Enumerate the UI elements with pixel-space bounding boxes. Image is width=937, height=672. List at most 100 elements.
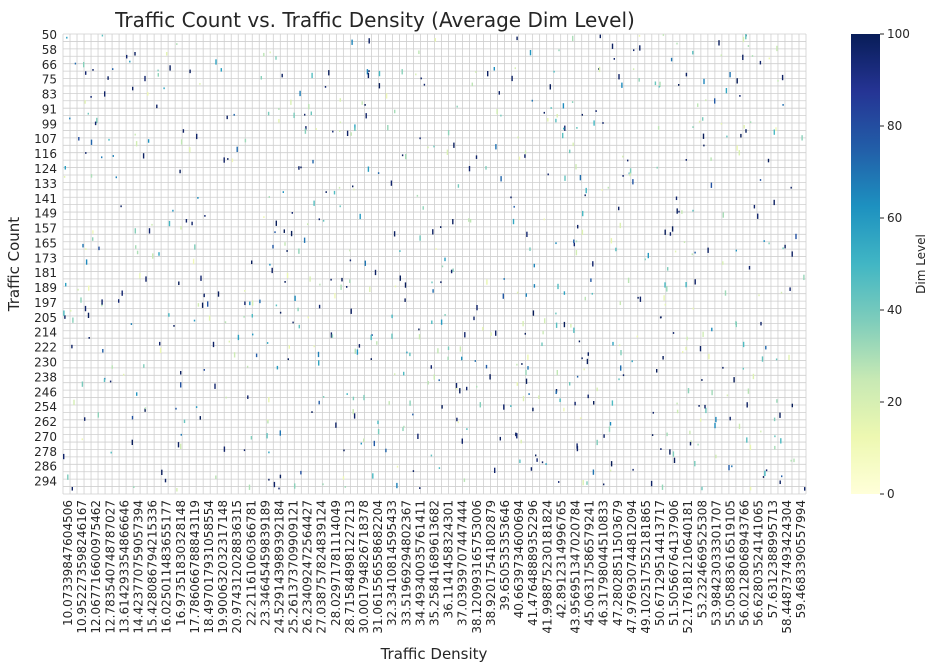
heatmap-cell — [759, 179, 762, 181]
heatmap-cell — [463, 478, 466, 482]
heatmap-cell — [742, 341, 745, 348]
heatmap-cell — [148, 228, 151, 234]
heatmap-cell — [349, 279, 351, 283]
heatmap-cell — [330, 278, 332, 281]
heatmap-cell — [300, 166, 302, 169]
heatmap-cell — [593, 120, 595, 126]
y-tick-label: 133 — [34, 177, 57, 191]
heatmap-cell — [275, 56, 277, 60]
heatmap-cell — [555, 312, 557, 315]
heatmap-cell — [292, 321, 294, 324]
heatmap-cell — [773, 129, 775, 135]
heatmap-cell — [225, 396, 227, 399]
heatmap-cell — [363, 394, 365, 401]
heatmap-cell — [590, 278, 592, 282]
heatmap-cell — [73, 399, 75, 406]
heatmap-cell — [130, 323, 133, 325]
heatmap-cell — [602, 122, 604, 124]
heatmap-cell — [430, 365, 432, 369]
heatmap-cell — [312, 159, 314, 164]
heatmap-cell — [575, 240, 578, 243]
heatmap-cell — [474, 360, 476, 362]
x-tick-label: 19.900632032317148 — [216, 500, 230, 634]
heatmap-cell — [612, 341, 614, 346]
heatmap-cell — [161, 469, 163, 476]
heatmap-cell — [520, 439, 522, 444]
x-tick-label: 52.176181210640181 — [681, 500, 695, 634]
heatmap-cell — [370, 334, 372, 341]
y-tick-label: 262 — [34, 415, 57, 429]
heatmap-cell — [63, 176, 66, 178]
heatmap-cell — [524, 154, 526, 158]
heatmap-cell — [339, 205, 341, 208]
heatmap-cell — [144, 408, 146, 412]
heatmap-cell — [515, 432, 517, 437]
heatmap-cell — [768, 242, 770, 245]
heatmap-cell — [399, 250, 401, 252]
heatmap-cell — [67, 474, 69, 480]
heatmap-cell — [522, 321, 524, 327]
heatmap-cell — [251, 260, 253, 265]
heatmap-cell — [513, 205, 515, 208]
x-tick-label: 10.07339847604506 — [61, 500, 75, 626]
heatmap-cell — [538, 395, 540, 399]
heatmap-cell — [510, 196, 512, 199]
heatmap-cell — [702, 331, 704, 338]
heatmap-cell — [358, 344, 361, 348]
heatmap-cell — [70, 309, 72, 312]
x-axis-label: Traffic Density — [380, 645, 488, 663]
heatmap-cell — [123, 373, 125, 376]
heatmap-cell — [419, 235, 421, 241]
heatmap-cell — [795, 233, 797, 240]
heatmap-cell — [608, 426, 611, 432]
heatmap-cell — [74, 62, 77, 65]
heatmap-cell — [678, 210, 680, 213]
heatmap-cell — [268, 478, 270, 481]
heatmap-cell — [670, 57, 673, 62]
heatmap-cell — [281, 73, 283, 78]
y-tick-label: 189 — [34, 281, 57, 295]
heatmap-cell — [611, 43, 614, 49]
heatmap-cell — [307, 316, 309, 319]
heatmap-cell — [629, 168, 632, 174]
heatmap-cell — [592, 469, 595, 475]
heatmap-cell — [354, 127, 356, 132]
heatmap-cell — [776, 399, 778, 403]
heatmap-cell — [550, 107, 552, 109]
heatmap-cell — [144, 75, 146, 82]
heatmap-cell — [762, 476, 765, 478]
x-tick-label: 42.8912314996765 — [554, 500, 568, 618]
heatmap-cell — [87, 112, 89, 115]
heatmap-cell — [246, 365, 249, 368]
heatmap-cell — [94, 121, 97, 126]
heatmap-cell — [247, 395, 249, 399]
heatmap-cell — [143, 364, 145, 368]
heatmap-cell — [533, 284, 536, 288]
heatmap-cell — [584, 194, 586, 197]
heatmap-cell — [699, 346, 702, 352]
heatmap-cell — [558, 481, 560, 483]
x-tick-label: 49.102517552181865 — [639, 500, 653, 634]
heatmap-cell — [708, 353, 710, 360]
heatmap-cell — [318, 400, 320, 405]
heatmap-cell — [90, 174, 93, 178]
heatmap-cell — [676, 208, 678, 214]
heatmap-cell — [284, 242, 286, 246]
x-tick-label: 10.952273598246167 — [75, 500, 89, 634]
heatmap-cell — [464, 332, 466, 338]
heatmap-cell — [318, 304, 321, 309]
heatmap-cell — [760, 321, 762, 326]
heatmap-cell — [555, 242, 557, 245]
heatmap-cell — [142, 153, 145, 159]
heatmap-cell — [733, 377, 735, 383]
heatmap-cell — [101, 299, 103, 305]
heatmap-cell — [761, 356, 764, 362]
x-tick-label: 12.783540748787027 — [103, 500, 117, 634]
heatmap-cell — [618, 74, 620, 80]
heatmap-cell — [244, 301, 246, 306]
heatmap-cell — [180, 226, 182, 230]
heatmap-cell — [266, 433, 268, 439]
heatmap-cell — [466, 428, 468, 430]
heatmap-cell — [545, 463, 547, 465]
heatmap-cell — [92, 230, 94, 234]
